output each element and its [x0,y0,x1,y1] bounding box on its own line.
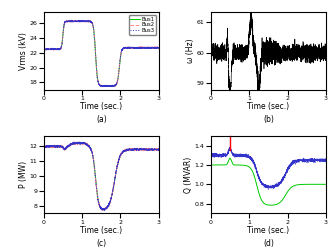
Bus2 [103,85,107,88]
Bus1 [86,20,90,23]
Bus3 [157,47,161,50]
X-axis label: Time (sec.): Time (sec.) [247,226,289,235]
Bus2 [42,48,46,51]
Bus2 [155,46,159,49]
Bus1 [42,48,46,51]
Bus1 [106,85,110,88]
Bus3 [42,48,46,51]
Bus1 [74,20,78,23]
Bus2 [55,48,59,51]
Bus3 [155,46,159,49]
Bus1 [61,26,66,29]
Bus3 [86,19,90,22]
Y-axis label: Vrms (kV): Vrms (kV) [19,32,28,70]
Bus3 [55,48,59,51]
Y-axis label: P (MW): P (MW) [19,161,28,188]
Bus2 [61,27,66,30]
Text: (d): (d) [263,239,274,248]
Bus2 [71,19,75,22]
X-axis label: Time (sec.): Time (sec.) [80,226,122,235]
Bus2 [91,24,95,27]
Bus1 [142,46,146,49]
Text: (b): (b) [263,115,274,124]
X-axis label: Time (sec.): Time (sec.) [247,102,289,111]
Bus1 [91,24,95,27]
Bus3 [142,46,146,49]
Line: Bus1: Bus1 [44,21,159,86]
X-axis label: Time (sec.): Time (sec.) [80,102,122,111]
Line: Bus3: Bus3 [44,20,159,87]
Line: Bus2: Bus2 [44,20,159,87]
Bus3 [61,26,66,29]
Text: (c): (c) [96,239,106,248]
Y-axis label: Q (MVAR): Q (MVAR) [184,156,193,193]
Bus3 [108,85,112,88]
Bus1 [55,48,59,51]
Legend: Bus1, Bus2, Bus3: Bus1, Bus2, Bus3 [129,15,156,35]
Bus2 [86,20,90,23]
Y-axis label: ω (Hz): ω (Hz) [186,39,195,63]
Bus3 [91,24,95,27]
Bus3 [69,19,73,22]
Bus2 [157,46,161,49]
Bus2 [142,46,146,49]
Bus1 [155,46,159,49]
Bus1 [157,46,161,49]
Text: (a): (a) [96,115,107,124]
